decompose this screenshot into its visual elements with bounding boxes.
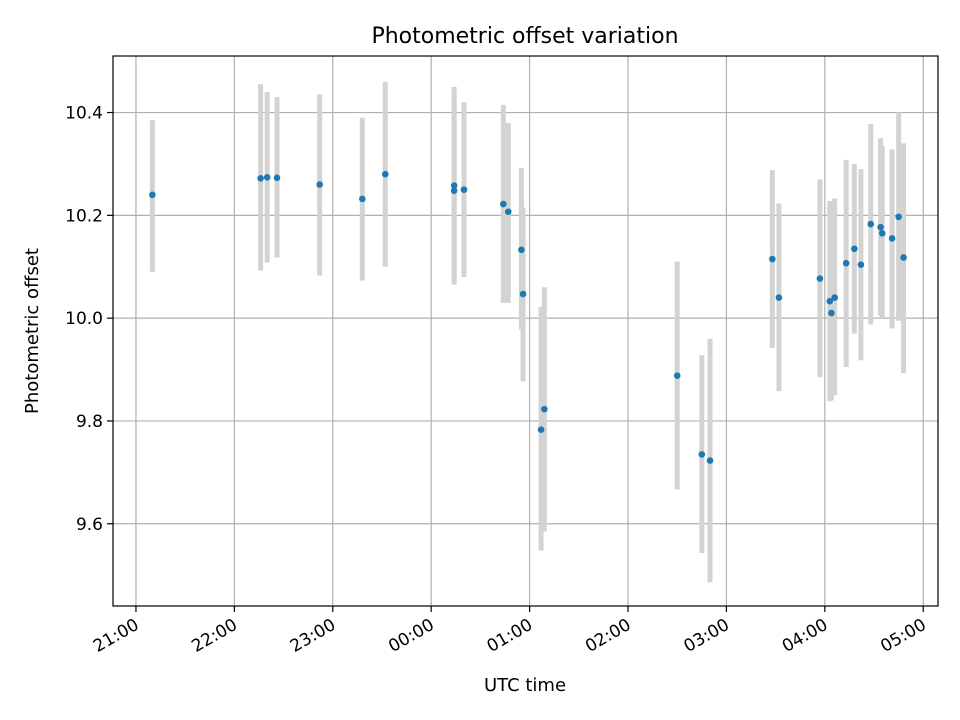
y-axis-label: Photometric offset [22,248,43,414]
data-point [381,170,389,178]
data-point [316,181,323,188]
data-point [857,261,865,268]
data-point [828,309,835,317]
data-point [541,405,548,413]
data-point [500,200,507,208]
data-point [673,372,681,380]
data-point [775,294,783,301]
data-point [263,174,271,181]
y-tick-label: 10.0 [65,309,103,329]
data-point [826,297,834,305]
data-point [842,259,850,267]
data-point [537,426,545,433]
data-point [698,451,706,458]
data-point [769,255,776,263]
data-point [460,186,468,193]
chart-title: Photometric offset variation [371,24,678,49]
data-point [816,275,824,282]
data-point [273,174,281,182]
y-tick-label: 9.8 [76,412,103,432]
y-tick-label: 9.6 [76,515,103,535]
plot-frame [112,55,939,607]
data-point [504,208,512,216]
data-point [519,290,527,298]
data-point [878,230,886,237]
data-point [877,223,884,231]
data-point [831,294,838,301]
data-point [888,235,896,242]
data-point [450,182,458,189]
data-point [359,195,366,203]
data-point [706,457,714,464]
y-tick-label: 10.2 [65,206,103,226]
data-point [518,246,525,254]
y-tick-label: 10.4 [65,104,103,124]
data-points [149,170,907,464]
data-point [851,245,858,253]
data-point [900,254,907,261]
data-point [450,187,458,194]
data-point [867,220,875,228]
data-point [895,213,902,221]
x-axis-label: UTC time [484,675,566,696]
data-point [149,191,156,199]
data-point [257,175,264,182]
